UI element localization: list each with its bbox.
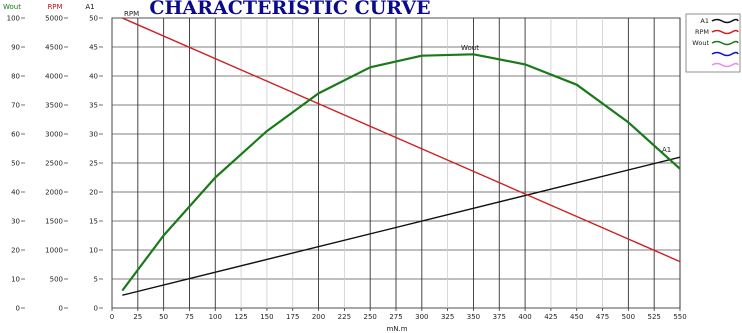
x-tick-label: 200 [312, 313, 325, 321]
y-tick-label-a1: 30 [89, 131, 98, 139]
series-annotation-rpm: RPM [124, 10, 139, 18]
x-tick-label: 525 [647, 313, 660, 321]
x-tick-label: 375 [493, 313, 506, 321]
x-tick-label: 450 [570, 313, 583, 321]
y-tick-label-a1: 50 [89, 15, 98, 23]
y-tick-label-rpm: 4000 [45, 73, 63, 81]
y-tick-label-a1: 25 [89, 160, 98, 168]
x-tick-label: 150 [260, 313, 273, 321]
y-tick-label-wout: 70 [11, 102, 20, 110]
y-tick-label-wout: 10 [11, 276, 20, 284]
y-axis-header-rpm: RPM [47, 3, 62, 11]
x-tick-label: 125 [234, 313, 247, 321]
x-tick-label: 225 [338, 313, 351, 321]
x-tick-label: 0 [110, 313, 114, 321]
series-lines: RPM Wout A1 [121, 10, 681, 296]
y-tick-label-rpm: 2500 [45, 160, 63, 168]
legend: A1 RPM Wout [685, 13, 741, 73]
y-axis-header-a1: A1 [85, 3, 94, 11]
y-tick-label-rpm: 5000 [45, 15, 63, 23]
axes: 0 25 50 75 100 125 150 175 200 225 250 275 300 325 350… [3, 3, 687, 321]
x-tick-label: 400 [518, 313, 531, 321]
x-tick-label: 25 [133, 313, 142, 321]
y-tick-label-wout: 100 [7, 15, 20, 23]
series-line-a1 [122, 156, 681, 296]
y-tick-label-wout: 80 [11, 73, 20, 81]
x-tick-label: 325 [441, 313, 454, 321]
legend-swatch [711, 29, 739, 35]
y-tick-label-wout: 0 [16, 305, 20, 313]
x-tick-label: 50 [159, 313, 168, 321]
y-axis-header-wout: Wout [3, 3, 21, 11]
x-tick-label: 475 [596, 313, 609, 321]
y-tick-label-a1: 40 [89, 73, 98, 81]
y-tick-label-a1: 15 [89, 218, 98, 226]
y-tick-label-a1: 35 [89, 102, 98, 110]
y-tick-label-wout: 40 [11, 189, 20, 197]
y-tick-label-a1: 0 [94, 305, 98, 313]
legend-swatch [711, 40, 739, 46]
x-tick-label: 500 [622, 313, 635, 321]
y-tick-label-rpm: 4500 [45, 44, 63, 52]
legend-swatch [711, 18, 739, 24]
legend-swatch [711, 62, 739, 68]
y-tick-label-wout: 60 [11, 131, 20, 139]
y-tick-label-rpm: 500 [50, 276, 63, 284]
y-tick-label-rpm: 3000 [45, 131, 63, 139]
y-tick-label-rpm: 3500 [45, 102, 63, 110]
y-tick-label-a1: 45 [89, 44, 98, 52]
series-line-rpm [122, 17, 681, 263]
series-line-wout [121, 53, 681, 292]
y-tick-label-a1: 20 [89, 189, 98, 197]
x-tick-label: 425 [544, 313, 557, 321]
legend-swatch [711, 51, 739, 57]
legend-label: RPM [695, 28, 709, 36]
series-annotation-wout: Wout [461, 44, 479, 52]
y-tick-label-rpm: 2000 [45, 189, 63, 197]
x-axis-label: mN.m [386, 325, 407, 333]
x-tick-label: 175 [286, 313, 299, 321]
x-tick-label: 275 [389, 313, 402, 321]
y-tick-label-rpm: 0 [59, 305, 63, 313]
x-tick-label: 350 [467, 313, 480, 321]
y-tick-label-a1: 10 [89, 247, 98, 255]
x-tick-label: 250 [363, 313, 376, 321]
x-tick-label: 100 [209, 313, 222, 321]
x-tick-label: 300 [415, 313, 428, 321]
y-tick-label-wout: 50 [11, 160, 20, 168]
y-tick-label-wout: 20 [11, 247, 20, 255]
series-annotation-a1: A1 [662, 146, 671, 154]
y-tick-label-a1: 5 [94, 276, 98, 284]
y-tick-label-rpm: 1500 [45, 218, 63, 226]
legend-label: Wout [692, 39, 709, 47]
y-tick-label-rpm: 1000 [45, 247, 63, 255]
legend-label: A1 [700, 17, 709, 25]
x-tick-label: 75 [185, 313, 194, 321]
y-tick-label-wout: 90 [11, 44, 20, 52]
y-tick-label-wout: 30 [11, 218, 20, 226]
chart-title: CHARACTERISTIC CURVE [149, 0, 430, 19]
x-tick-label: 550 [673, 313, 686, 321]
